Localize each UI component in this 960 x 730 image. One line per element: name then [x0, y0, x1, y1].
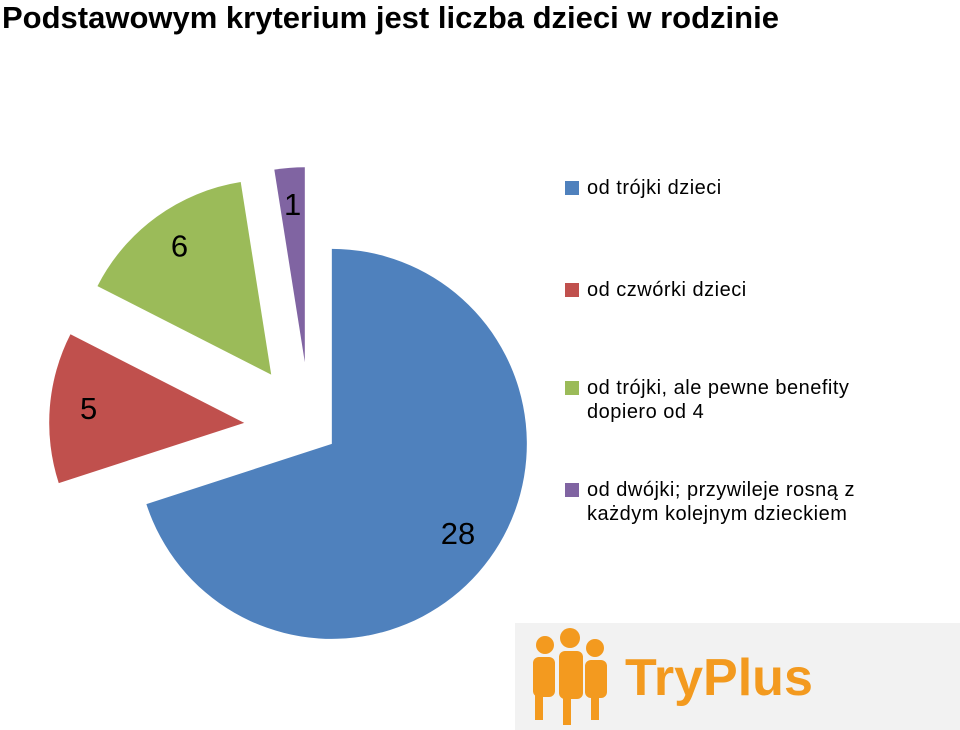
legend-swatch: [565, 381, 579, 395]
data-label: 5: [80, 391, 97, 426]
logo-text: TryPlus: [625, 649, 813, 707]
pie-slice: [49, 334, 245, 484]
chart-title: Podstawowym kryterium jest liczba dzieci…: [2, 0, 779, 35]
legend-item: od dwójki; przywileje rosną z każdym kol…: [565, 478, 865, 526]
pie-chart: 28 5 6 1: [49, 167, 527, 639]
pie-slice: [146, 248, 527, 639]
data-label: 6: [171, 229, 188, 264]
logo-figures: [533, 628, 607, 725]
legend-label: od dwójki; przywileje rosną z każdym kol…: [587, 479, 855, 525]
logo-art: TryPlus: [533, 628, 813, 725]
legend-item: od trójki dzieci: [565, 176, 865, 200]
data-label: 1: [284, 187, 301, 222]
legend-label: od trójki, ale pewne benefity dopiero od…: [587, 377, 850, 423]
pie-slice: [274, 167, 305, 363]
legend-swatch: [565, 283, 579, 297]
pie-slice: [97, 182, 272, 375]
legend-item: od trójki, ale pewne benefity dopiero od…: [565, 376, 865, 424]
logo: TryPlus: [515, 623, 960, 730]
legend-item: od czwórki dzieci: [565, 278, 865, 302]
legend-label: od czwórki dzieci: [587, 279, 747, 301]
legend-swatch: [565, 181, 579, 195]
legend-swatch: [565, 483, 579, 497]
data-label: 28: [441, 516, 475, 551]
legend-label: od trójki dzieci: [587, 177, 722, 199]
